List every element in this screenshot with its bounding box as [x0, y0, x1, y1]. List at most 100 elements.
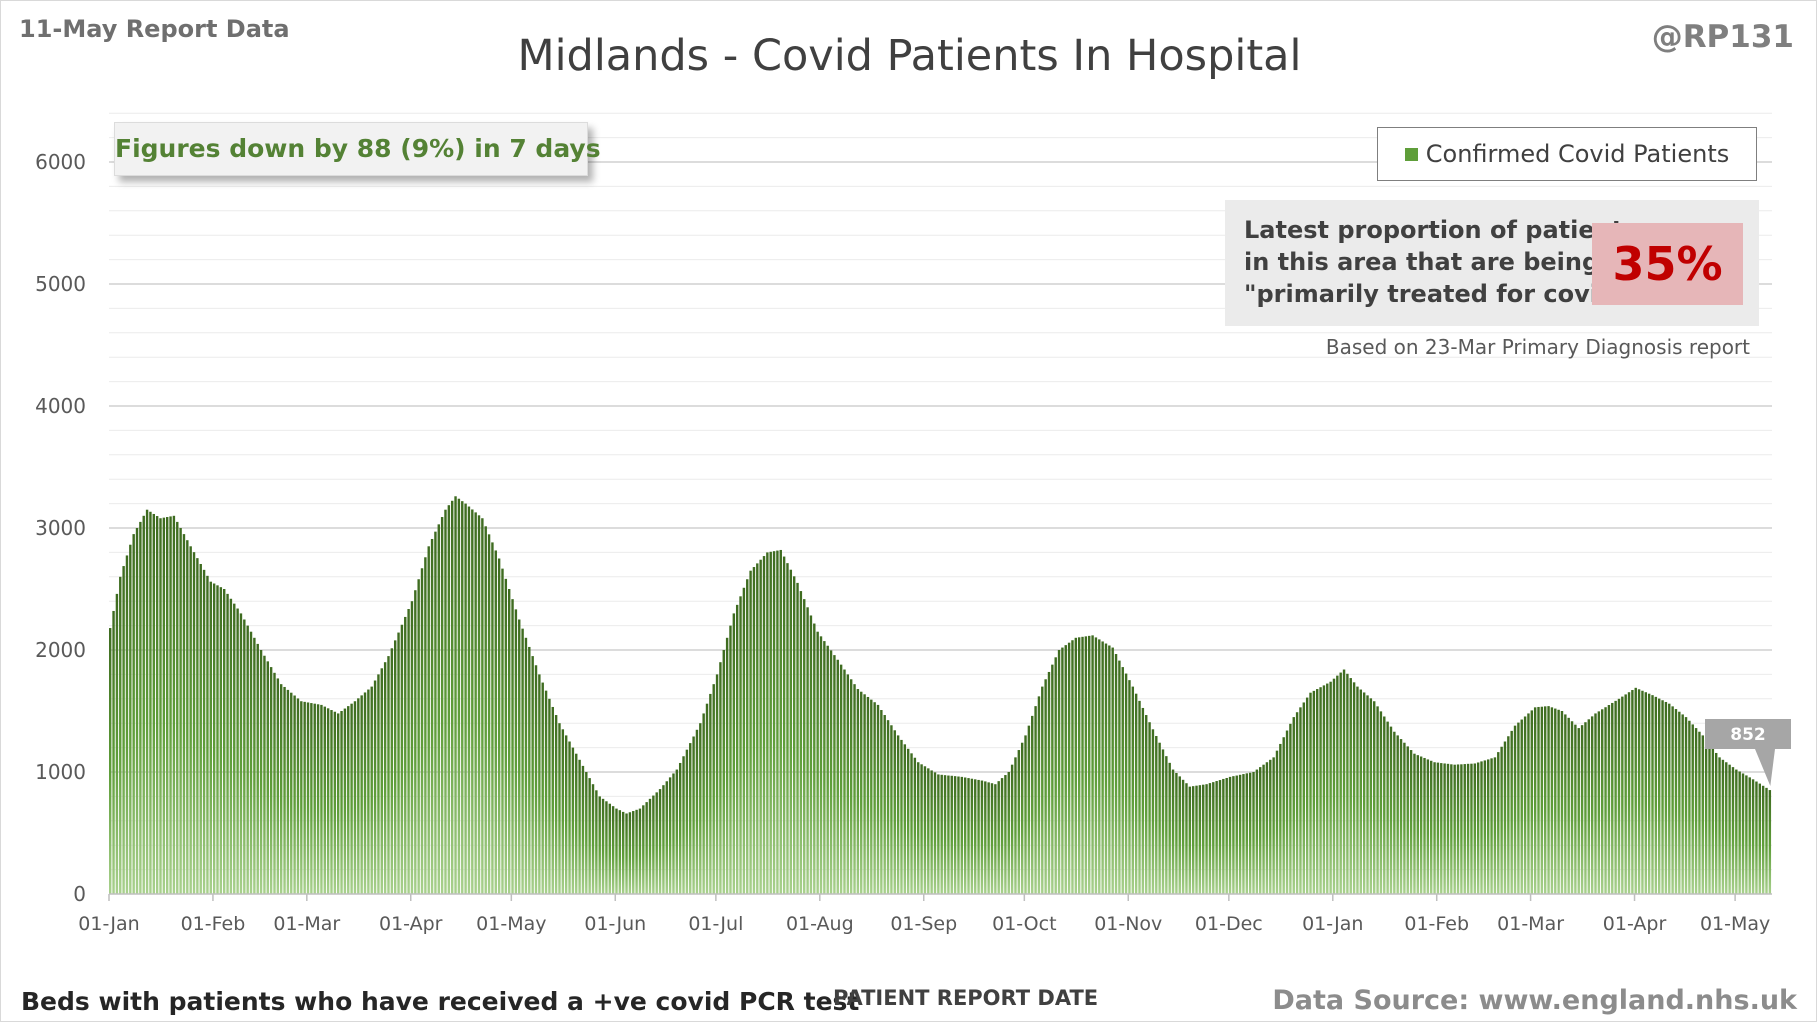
bar — [1560, 711, 1564, 894]
bar — [1118, 660, 1121, 894]
bar — [196, 558, 199, 894]
bar — [1322, 685, 1326, 894]
bar — [923, 766, 927, 894]
bar — [1483, 760, 1487, 894]
bar — [813, 623, 816, 894]
bar — [176, 521, 179, 894]
bar — [1487, 759, 1490, 894]
bar — [1124, 673, 1128, 894]
bar — [1212, 782, 1215, 894]
bar — [1580, 725, 1584, 894]
bar — [313, 703, 316, 894]
bar — [149, 511, 152, 894]
bar — [330, 710, 333, 894]
bar — [1768, 790, 1772, 894]
bar — [1349, 678, 1352, 894]
bar — [1373, 701, 1376, 894]
bar — [1369, 698, 1373, 894]
bar — [1594, 713, 1597, 894]
bar — [1644, 692, 1647, 894]
bar — [524, 637, 528, 894]
bar — [1456, 764, 1460, 894]
bar — [266, 661, 269, 894]
y-axis: 0 1000 2000 3000 4000 5000 6000 — [35, 150, 86, 906]
bar — [1533, 707, 1537, 894]
bar — [246, 625, 249, 894]
bar — [209, 581, 212, 894]
bar — [1574, 724, 1577, 894]
bar — [229, 598, 233, 894]
bar — [917, 762, 920, 894]
bar — [286, 689, 290, 894]
bar — [1530, 710, 1534, 894]
bar — [541, 682, 544, 894]
bar — [326, 708, 330, 894]
bar — [1651, 695, 1654, 894]
bar — [1131, 686, 1135, 894]
bar — [1359, 689, 1363, 894]
bar — [494, 550, 497, 894]
bar — [1305, 697, 1309, 894]
bar — [977, 779, 980, 894]
bar — [1715, 752, 1718, 894]
x-tick-label: 01-Aug — [786, 913, 854, 935]
bar — [1409, 750, 1413, 894]
bar — [943, 775, 947, 894]
bar — [1232, 776, 1235, 894]
bar — [484, 526, 487, 894]
bar — [846, 674, 850, 894]
bar — [595, 790, 598, 894]
bar — [1641, 690, 1644, 894]
x-tick-label: 01-Mar — [1497, 913, 1564, 935]
bar — [1510, 730, 1513, 894]
latest-value-label: 852 — [1730, 725, 1766, 745]
bar — [1004, 775, 1007, 894]
bar — [504, 578, 508, 894]
bar — [310, 703, 313, 894]
bar — [1051, 664, 1054, 894]
bar — [940, 774, 943, 894]
bar — [162, 517, 166, 894]
bar — [1446, 763, 1450, 894]
bar — [906, 748, 910, 894]
bar — [786, 563, 789, 894]
bar — [1426, 759, 1430, 894]
bar — [1611, 702, 1614, 894]
bar — [792, 576, 796, 894]
bar — [1285, 730, 1289, 894]
bar — [1081, 636, 1084, 894]
bar — [699, 723, 702, 894]
bar — [1020, 742, 1024, 894]
bar — [1202, 784, 1205, 894]
bar — [970, 778, 974, 894]
bar — [652, 795, 655, 894]
bar — [819, 636, 823, 894]
bar — [695, 729, 699, 894]
y-tick-label: 0 — [73, 882, 86, 906]
bar — [1416, 755, 1420, 894]
bar — [159, 518, 162, 894]
bar — [142, 515, 145, 894]
bar — [1191, 786, 1195, 894]
bar — [799, 591, 803, 894]
bar — [145, 509, 149, 894]
bar — [457, 498, 461, 894]
latest-value-callout — [1705, 719, 1791, 787]
bar — [876, 704, 880, 894]
x-tick-label: 01-Jan — [78, 913, 139, 935]
bar — [913, 757, 917, 894]
bar — [1497, 752, 1500, 894]
bar — [1352, 682, 1356, 894]
x-tick-label: 01-Oct — [992, 913, 1056, 935]
bar — [933, 772, 937, 894]
bar — [276, 678, 280, 894]
bar — [1366, 695, 1369, 894]
bar — [866, 696, 870, 894]
bar — [836, 659, 839, 894]
bar — [461, 501, 464, 894]
bar — [1627, 692, 1631, 894]
bar — [350, 703, 353, 894]
chart-legend: Confirmed Covid Patients — [1377, 127, 1757, 181]
bar — [1098, 639, 1101, 894]
bar — [1601, 709, 1604, 894]
